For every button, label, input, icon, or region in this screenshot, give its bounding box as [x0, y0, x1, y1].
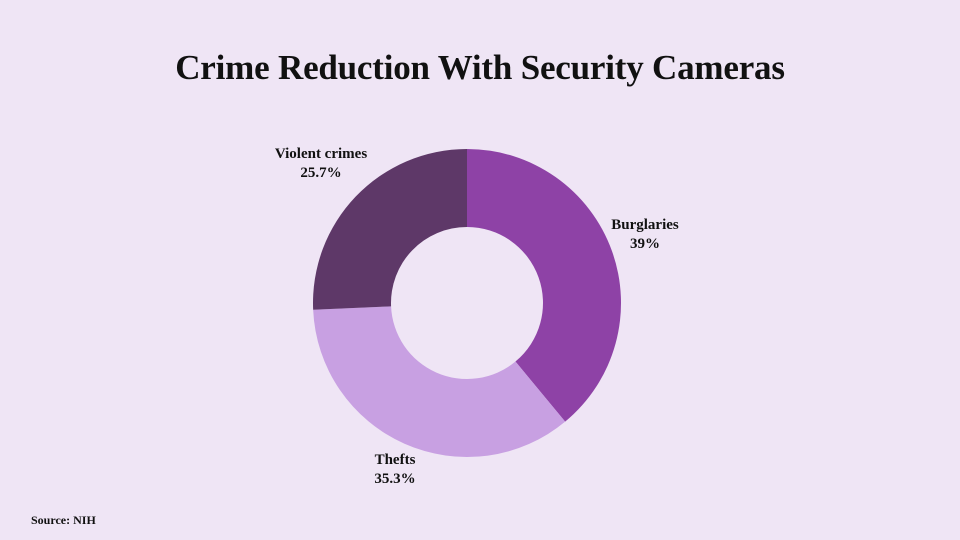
label-violent-crimes-value: 25.7% [300, 165, 342, 181]
label-violent-crimes: Violent crimes 25.7% [236, 145, 406, 183]
slice-thefts [313, 306, 566, 457]
label-burglaries-value: 39% [630, 236, 660, 252]
label-burglaries: Burglaries 39% [560, 216, 730, 254]
label-violent-crimes-name: Violent crimes [274, 146, 368, 162]
donut-slices [313, 149, 621, 457]
source-note: Source: NIH [31, 513, 96, 527]
slice-violent-crimes [313, 149, 467, 310]
label-thefts-value: 35.3% [374, 471, 416, 487]
label-burglaries-name: Burglaries [611, 217, 679, 233]
chart-title: Crime Reduction With Security Cameras [175, 48, 785, 87]
label-thefts: Thefts 35.3% [310, 451, 480, 489]
slice-burglaries [467, 149, 621, 422]
label-thefts-name: Thefts [374, 452, 416, 468]
